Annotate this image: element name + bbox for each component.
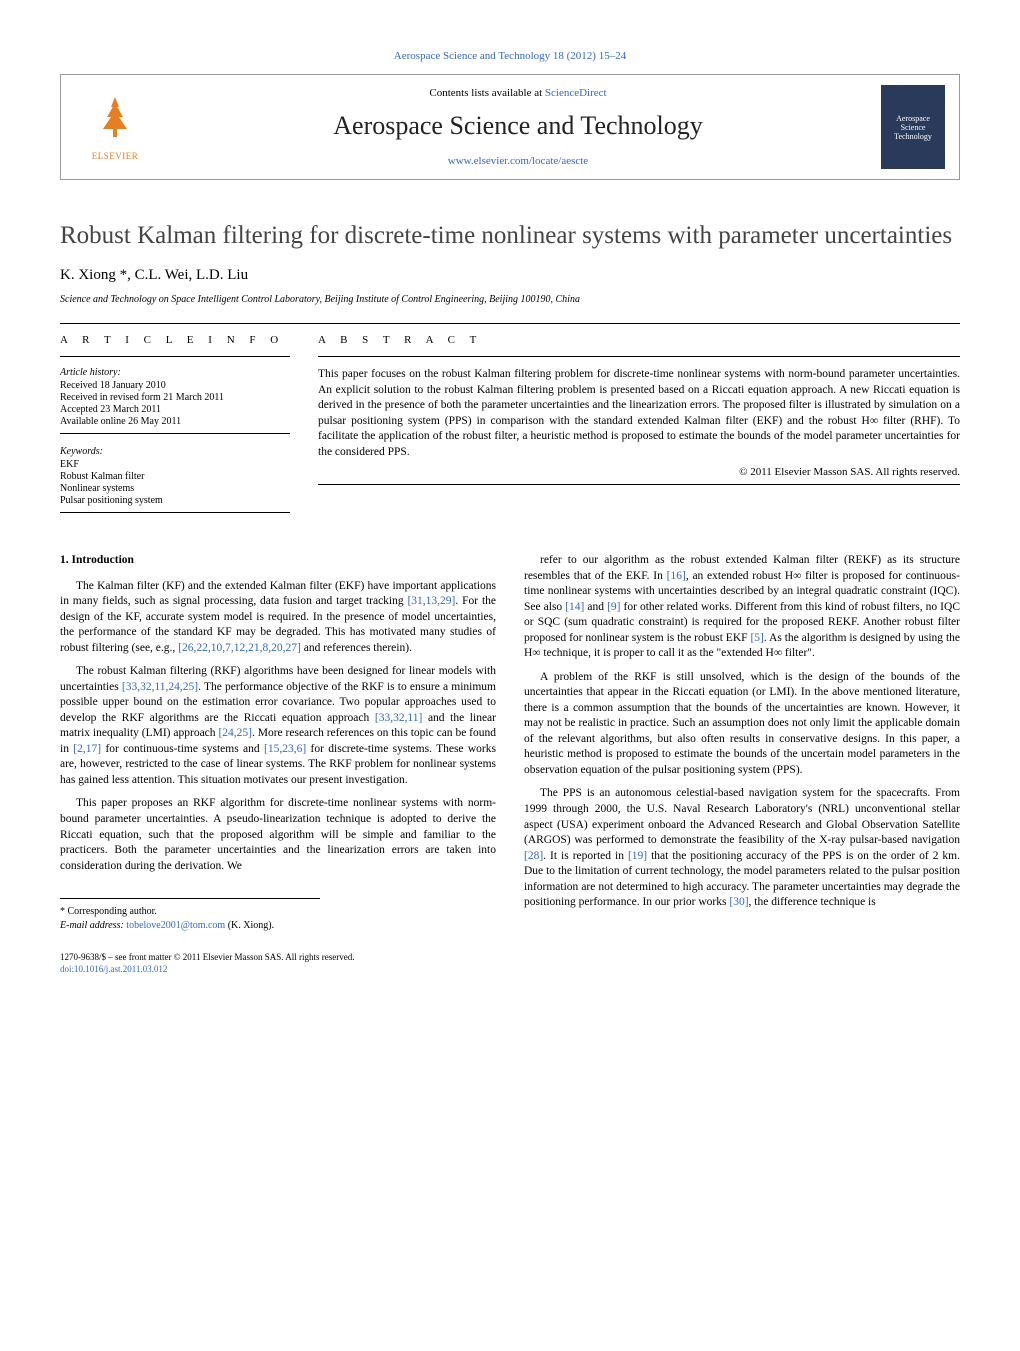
divider-top: [60, 323, 960, 324]
email-line: E-mail address: tobelove2001@tom.com (K.…: [60, 919, 320, 933]
info-divider-2: [60, 433, 290, 434]
abstract-column: A B S T R A C T This paper focuses on th…: [318, 334, 960, 523]
keyword: Pulsar positioning system: [60, 495, 290, 506]
journal-citation[interactable]: Aerospace Science and Technology 18 (201…: [60, 50, 960, 62]
contents-prefix: Contents lists available at: [429, 87, 544, 99]
affiliation: Science and Technology on Space Intellig…: [60, 294, 960, 305]
abstract-divider-2: [318, 484, 960, 485]
email-label: E-mail address:: [60, 920, 126, 931]
elsevier-tree-icon: [91, 93, 139, 151]
info-divider-3: [60, 512, 290, 513]
corresponding-author-footnote: * Corresponding author. E-mail address: …: [60, 898, 320, 932]
abstract-text: This paper focuses on the robust Kalman …: [318, 367, 960, 460]
journal-title: Aerospace Science and Technology: [155, 111, 881, 141]
article-info-column: A R T I C L E I N F O Article history: R…: [60, 334, 290, 523]
doi-link[interactable]: doi:10.1016/j.ast.2011.03.012: [60, 964, 496, 976]
keywords-label: Keywords:: [60, 446, 290, 457]
body-columns: 1. Introduction The Kalman filter (KF) a…: [60, 553, 960, 975]
history-label: Article history:: [60, 367, 290, 378]
history-line: Available online 26 May 2011: [60, 416, 290, 427]
publisher-name: ELSEVIER: [92, 151, 139, 161]
section-heading: 1. Introduction: [60, 553, 496, 569]
corr-author-line: * Corresponding author.: [60, 905, 320, 919]
body-paragraph: The PPS is an autonomous celestial-based…: [524, 786, 960, 910]
history-line: Received in revised form 21 March 2011: [60, 392, 290, 403]
keyword: EKF: [60, 459, 290, 470]
front-matter-line: 1270-9638/$ – see front matter © 2011 El…: [60, 952, 496, 964]
history-line: Accepted 23 March 2011: [60, 404, 290, 415]
left-column: 1. Introduction The Kalman filter (KF) a…: [60, 553, 496, 975]
article-info-heading: A R T I C L E I N F O: [60, 334, 290, 346]
info-abstract-row: A R T I C L E I N F O Article history: R…: [60, 334, 960, 523]
journal-cover-thumb: Aerospace Science Technology: [881, 85, 945, 169]
body-paragraph: A problem of the RKF is still unsolved, …: [524, 670, 960, 779]
email-suffix: (K. Xiong).: [225, 920, 274, 931]
keyword: Nonlinear systems: [60, 483, 290, 494]
history-line: Received 18 January 2010: [60, 380, 290, 391]
body-paragraph: The Kalman filter (KF) and the extended …: [60, 579, 496, 657]
journal-locate-link[interactable]: www.elsevier.com/locate/aescte: [155, 155, 881, 167]
publisher-logo[interactable]: ELSEVIER: [75, 87, 155, 167]
article-title: Robust Kalman filtering for discrete-tim…: [60, 220, 960, 251]
info-divider-1: [60, 356, 290, 357]
abstract-heading: A B S T R A C T: [318, 334, 960, 346]
corr-email-link[interactable]: tobelove2001@tom.com: [126, 920, 225, 931]
page-container: Aerospace Science and Technology 18 (201…: [0, 0, 1020, 1015]
bottom-matter: 1270-9638/$ – see front matter © 2011 El…: [60, 952, 496, 975]
abstract-divider-1: [318, 356, 960, 357]
keyword: Robust Kalman filter: [60, 471, 290, 482]
sciencedirect-link[interactable]: ScienceDirect: [545, 87, 607, 99]
header-center: Contents lists available at ScienceDirec…: [155, 87, 881, 167]
abstract-copyright: © 2011 Elsevier Masson SAS. All rights r…: [318, 466, 960, 478]
body-paragraph: refer to our algorithm as the robust ext…: [524, 553, 960, 662]
right-column: refer to our algorithm as the robust ext…: [524, 553, 960, 975]
body-paragraph: The robust Kalman filtering (RKF) algori…: [60, 664, 496, 788]
contents-line: Contents lists available at ScienceDirec…: [155, 87, 881, 99]
journal-header: ELSEVIER Contents lists available at Sci…: [60, 74, 960, 180]
body-paragraph: This paper proposes an RKF algorithm for…: [60, 796, 496, 874]
authors: K. Xiong *, C.L. Wei, L.D. Liu: [60, 267, 960, 284]
